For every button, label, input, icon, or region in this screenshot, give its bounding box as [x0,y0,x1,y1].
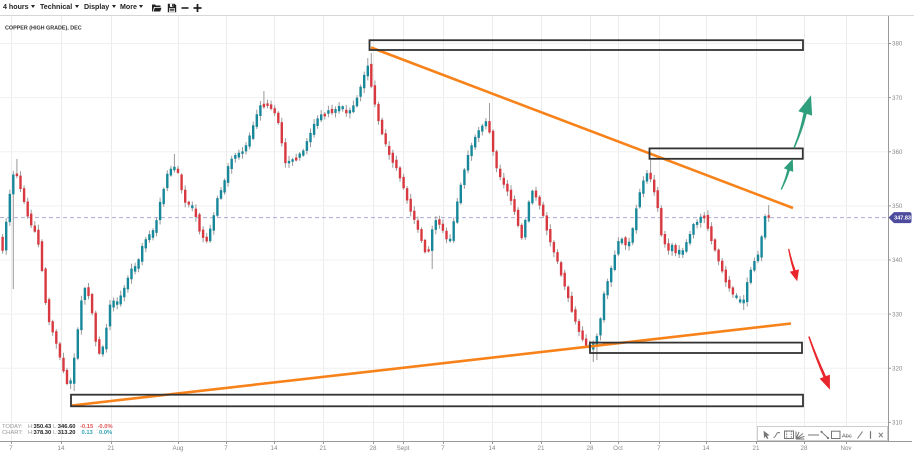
svg-text:360: 360 [892,149,903,156]
svg-text:7: 7 [224,445,228,452]
svg-text:Oct: Oct [613,445,623,452]
svg-text:14: 14 [271,445,278,452]
svg-text:340: 340 [892,257,903,264]
svg-text:14: 14 [703,445,710,452]
svg-text:350: 350 [892,203,903,210]
svg-text:Nov: Nov [840,445,852,452]
svg-text:28: 28 [370,445,377,452]
svg-text:7: 7 [9,445,13,452]
svg-text:21: 21 [108,445,115,452]
svg-text:14: 14 [489,445,496,452]
svg-text:347.83: 347.83 [894,216,911,222]
svg-text:380: 380 [892,41,903,48]
svg-text:21: 21 [320,445,327,452]
svg-text:14: 14 [58,445,65,452]
svg-text:Abc: Abc [842,433,852,439]
svg-text:COPPER (HIGH GRADE), DEC: COPPER (HIGH GRADE), DEC [5,25,82,31]
svg-text:28: 28 [801,445,808,452]
svg-text:330: 330 [892,311,903,318]
svg-text:21: 21 [753,445,760,452]
svg-text:7: 7 [441,445,445,452]
svg-text:28: 28 [587,445,594,452]
svg-text:310: 310 [892,420,903,427]
svg-text:320: 320 [892,366,903,373]
svg-text:Aug: Aug [172,445,184,452]
svg-text:7: 7 [657,445,661,452]
svg-text:370: 370 [892,95,903,102]
svg-text:Sept: Sept [397,445,410,452]
svg-text:21: 21 [538,445,545,452]
